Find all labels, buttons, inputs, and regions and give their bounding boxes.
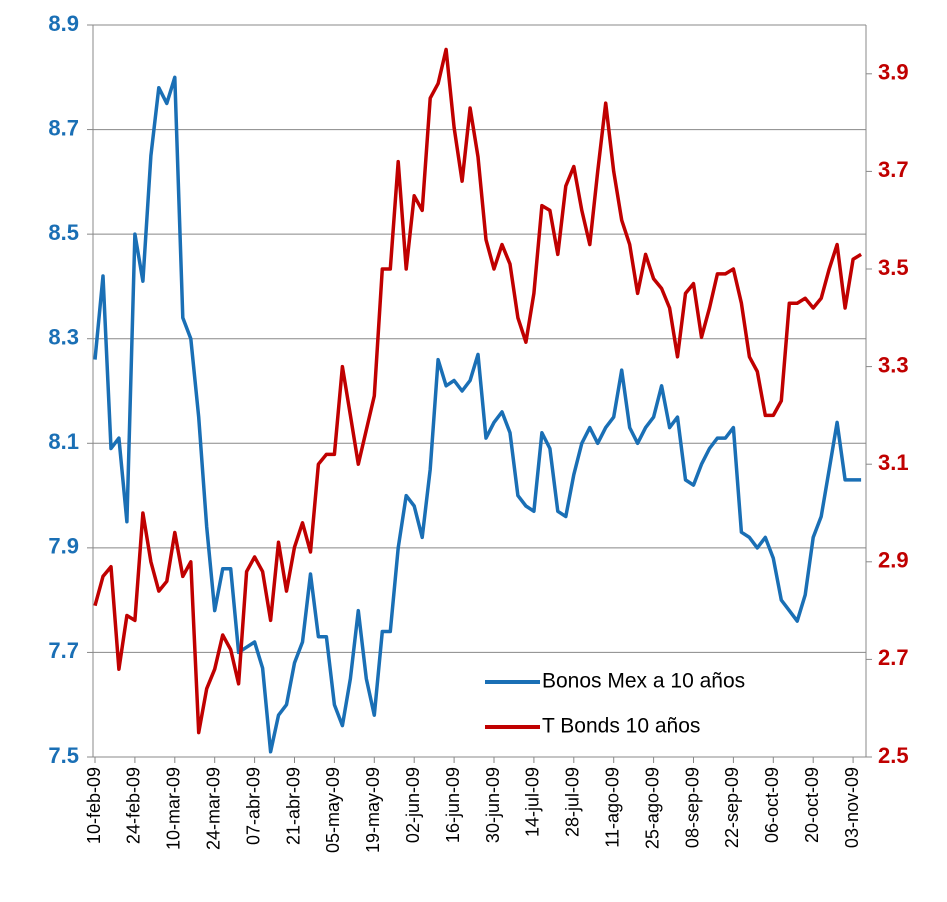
x-tick-label: 19-may-09 bbox=[363, 767, 383, 853]
y-tick-label: 8.1 bbox=[48, 429, 79, 454]
x-tick-label: 11-ago-09 bbox=[602, 767, 622, 848]
x-tick-label: 20-oct-09 bbox=[802, 767, 822, 843]
y-tick-label: 7.9 bbox=[48, 534, 79, 559]
x-tick-label: 22-sep-09 bbox=[722, 767, 742, 848]
x-tick-label: 06-oct-09 bbox=[762, 767, 782, 843]
x-tick-label: 05-may-09 bbox=[323, 767, 343, 853]
x-tick-label: 30-jun-09 bbox=[483, 767, 503, 843]
y2-tick-label: 3.5 bbox=[878, 255, 909, 280]
x-tick-label: 16-jun-09 bbox=[443, 767, 463, 843]
y2-tick-label: 2.9 bbox=[878, 548, 909, 573]
y2-tick-label: 3.3 bbox=[878, 352, 909, 377]
legend-label: T Bonds 10 años bbox=[542, 715, 700, 738]
legend-label: Bonos Mex a 10 años bbox=[542, 670, 745, 693]
x-tick-label: 21-abr-09 bbox=[283, 767, 303, 845]
y-tick-label: 8.3 bbox=[48, 325, 79, 350]
x-tick-label: 03-nov-09 bbox=[842, 767, 862, 848]
y-tick-label: 7.5 bbox=[48, 743, 79, 768]
x-tick-label: 08-sep-09 bbox=[682, 767, 702, 848]
y2-tick-label: 3.9 bbox=[878, 60, 909, 85]
y-tick-label: 8.9 bbox=[48, 11, 79, 36]
x-tick-label: 02-jun-09 bbox=[403, 767, 423, 843]
x-tick-label: 25-ago-09 bbox=[642, 767, 662, 849]
y-tick-label: 8.7 bbox=[48, 115, 79, 140]
y-tick-label: 8.5 bbox=[48, 220, 79, 245]
x-tick-label: 10-feb-09 bbox=[84, 767, 104, 844]
series-line bbox=[93, 75, 862, 754]
y2-tick-label: 2.7 bbox=[878, 645, 909, 670]
y2-tick-label: 3.1 bbox=[878, 450, 909, 475]
x-tick-label: 28-jul-09 bbox=[563, 767, 583, 837]
x-tick-label: 24-feb-09 bbox=[124, 767, 144, 844]
y2-tick-label: 2.5 bbox=[878, 743, 909, 768]
x-tick-label: 24-mar-09 bbox=[203, 767, 223, 850]
y2-tick-label: 3.7 bbox=[878, 157, 909, 182]
x-tick-label: 10-mar-09 bbox=[164, 767, 184, 850]
x-tick-label: 14-jul-09 bbox=[523, 767, 543, 837]
series-line bbox=[93, 47, 863, 735]
x-tick-label: 07-abr-09 bbox=[243, 767, 263, 845]
y-tick-label: 7.7 bbox=[48, 638, 79, 663]
